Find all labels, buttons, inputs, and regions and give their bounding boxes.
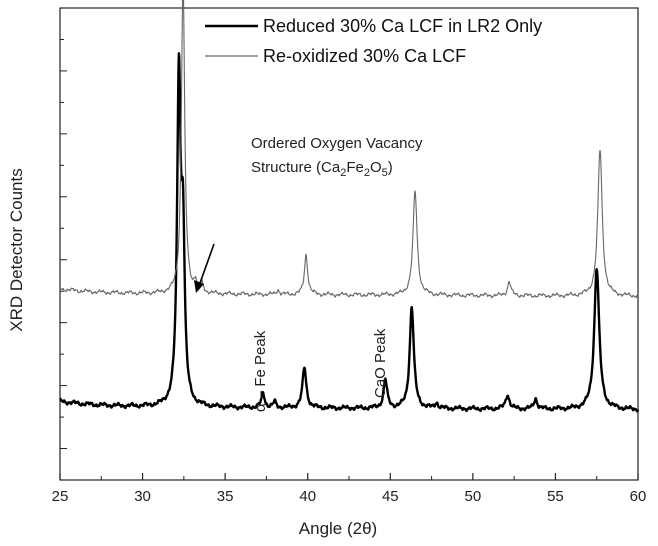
- x-tick-label: 60: [630, 488, 647, 505]
- annotation-oov-arrow-line: [199, 243, 215, 284]
- x-tick-label: 45: [382, 488, 399, 505]
- annotation-fe-peak: α – Fe Peak: [252, 330, 269, 412]
- legend: Reduced 30% Ca LCF in LR2 Only Re-oxidiz…: [205, 16, 542, 66]
- x-tick-label: 50: [465, 488, 482, 505]
- x-axis: 25 30 35 40 45 50 55 60: [52, 473, 647, 505]
- annotation-oov-line2: Structure (Ca2Fe2O5): [251, 159, 393, 179]
- annotation-oov: Ordered Oxygen Vacancy Structure (Ca2Fe2…: [194, 135, 423, 293]
- legend-label-reoxidized: Re-oxidized 30% Ca LCF: [263, 46, 466, 66]
- x-axis-title: Angle (2θ): [299, 519, 377, 538]
- x-tick-label: 25: [52, 488, 69, 505]
- y-axis-title: XRD Detector Counts: [7, 168, 26, 331]
- series-line-reoxidized: [59, 0, 639, 299]
- x-tick-label: 55: [547, 488, 564, 505]
- series-line-reduced: [59, 52, 640, 413]
- x-tick-label: 35: [217, 488, 234, 505]
- y-axis: [60, 7, 67, 481]
- x-tick-label: 30: [134, 488, 151, 505]
- annotation-cao-peak: CaO Peak: [372, 328, 389, 398]
- x-tick-label: 40: [299, 488, 316, 505]
- annotation-oov-line1: Ordered Oxygen Vacancy: [251, 135, 423, 152]
- legend-label-reduced: Reduced 30% Ca LCF in LR2 Only: [263, 16, 542, 36]
- annotation-oov-arrowhead: [194, 280, 204, 293]
